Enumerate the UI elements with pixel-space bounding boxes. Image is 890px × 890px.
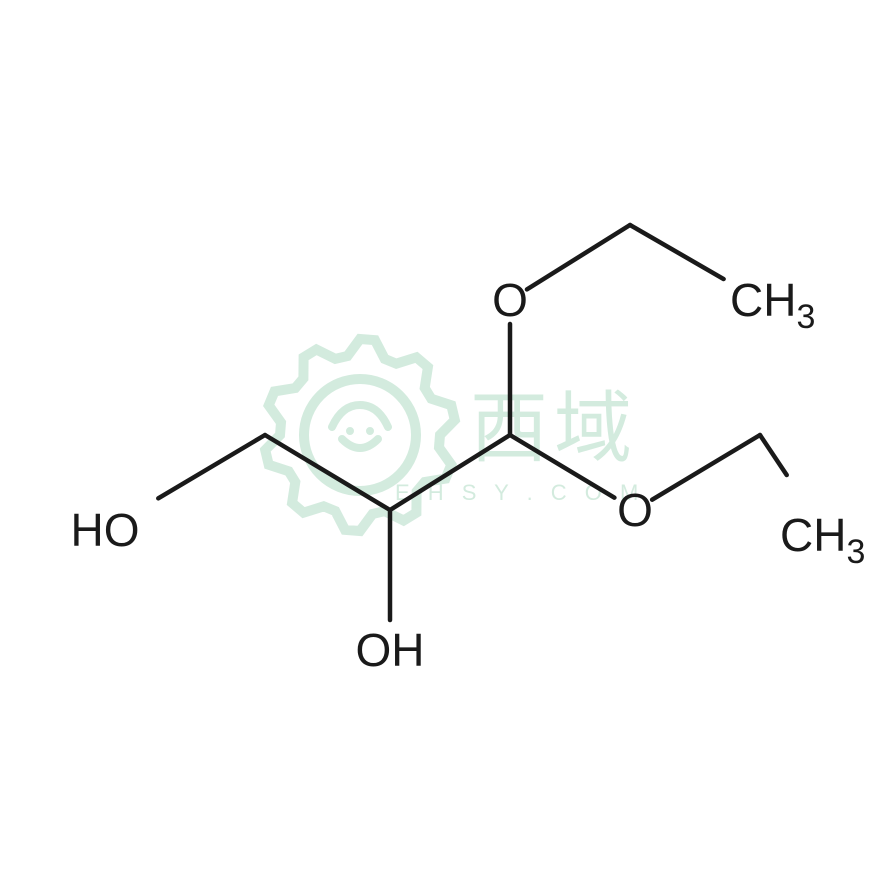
bond xyxy=(630,225,724,279)
atom-label-CH3_bot: CH3 xyxy=(780,509,865,571)
atom-label-O_up: O xyxy=(492,274,528,326)
bond xyxy=(158,435,265,498)
bond xyxy=(760,435,787,475)
atom-label-HO_left: HO xyxy=(71,504,140,556)
watermark: 西域 E H S Y . C O M xyxy=(265,339,644,531)
bond xyxy=(652,435,760,500)
atom-label-layer: HO OH O CH3 O CH3 xyxy=(71,274,866,676)
atom-label-CH3_top: CH3 xyxy=(730,274,815,336)
chemical-structure-canvas: 西域 E H S Y . C O M HO OH O CH3 O CH3 xyxy=(0,0,890,890)
atom-label-O_right: O xyxy=(617,484,653,536)
bond xyxy=(527,225,630,289)
atom-label-OH_down: OH xyxy=(356,624,425,676)
